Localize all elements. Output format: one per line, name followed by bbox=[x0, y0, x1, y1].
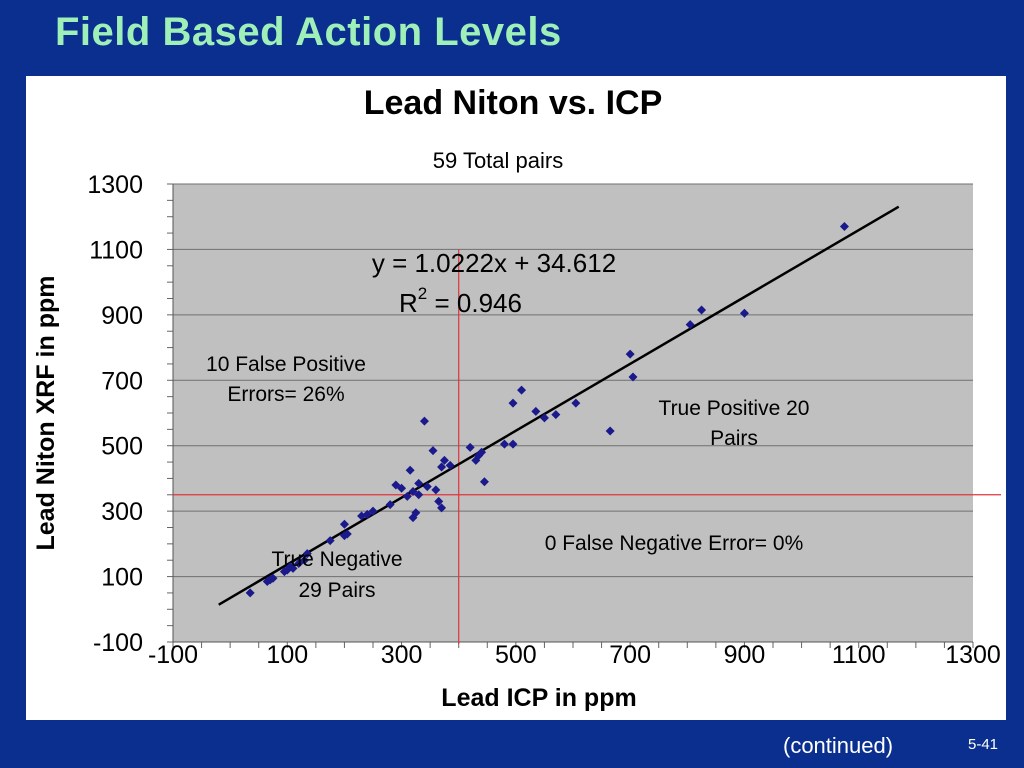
data-point bbox=[479, 477, 489, 487]
r2-prefix: R bbox=[399, 288, 418, 318]
x-tick-label: 700 bbox=[609, 641, 651, 669]
annotation-false-negative: 0 False Negative Error= 0% bbox=[545, 532, 804, 555]
data-point bbox=[428, 446, 438, 456]
data-point bbox=[739, 308, 749, 318]
chart-title: Lead Niton vs. ICP bbox=[364, 84, 663, 122]
data-point bbox=[508, 398, 518, 408]
data-point bbox=[477, 447, 487, 457]
data-point bbox=[299, 555, 309, 565]
data-point bbox=[465, 442, 475, 452]
data-point bbox=[508, 439, 518, 449]
action-level-lines bbox=[173, 249, 1001, 644]
slide-title: Field Based Action Levels bbox=[55, 10, 562, 54]
data-point bbox=[605, 426, 615, 436]
continued-label: (continued) bbox=[783, 733, 894, 758]
r-squared-label: R2 = 0.946 bbox=[399, 284, 522, 318]
data-point bbox=[411, 508, 421, 518]
x-tick-label: 1300 bbox=[945, 641, 1001, 669]
data-point bbox=[402, 491, 412, 501]
y-tick-label: 300 bbox=[101, 498, 143, 526]
y-axis-label: Lead Niton XRF in ppm bbox=[32, 276, 60, 551]
y-tick-label: 1300 bbox=[87, 171, 143, 199]
y-tick-label: 700 bbox=[101, 367, 143, 395]
data-point bbox=[571, 398, 581, 408]
annotation-true-positive-line1: True Positive 20 bbox=[659, 397, 810, 420]
data-point bbox=[434, 496, 444, 506]
data-point bbox=[385, 500, 395, 510]
data-point bbox=[245, 588, 255, 598]
trendline-equation: y = 1.0222x + 34.612 bbox=[372, 248, 616, 278]
y-tick-label: 900 bbox=[101, 302, 143, 330]
data-point bbox=[437, 462, 447, 472]
r2-value: = 0.946 bbox=[427, 288, 522, 318]
data-point bbox=[539, 413, 549, 423]
y-tick-label: 500 bbox=[101, 433, 143, 461]
data-point bbox=[339, 519, 349, 529]
data-point bbox=[551, 410, 561, 420]
annotation-false-positive-line2: Errors= 26% bbox=[227, 383, 344, 406]
data-point bbox=[445, 460, 455, 470]
data-point bbox=[414, 478, 424, 488]
plot-area bbox=[173, 184, 973, 642]
data-point bbox=[531, 406, 541, 416]
data-point bbox=[342, 529, 352, 539]
data-point bbox=[697, 305, 707, 315]
chart-panel: Lead Niton vs. ICP 59 Total pairs 1300 11… bbox=[26, 76, 1006, 720]
data-point bbox=[499, 439, 509, 449]
x-tick-label: 900 bbox=[724, 641, 766, 669]
tick-labels: 1300 1100 900 700 500 300 100 -100 -100 100 300 500… bbox=[87, 171, 1000, 669]
data-point bbox=[405, 465, 415, 475]
data-point bbox=[628, 372, 638, 382]
data-point bbox=[268, 573, 278, 583]
x-tick-label: -100 bbox=[148, 641, 198, 669]
data-point bbox=[288, 563, 298, 573]
axes bbox=[167, 183, 974, 648]
x-axis-label: Lead ICP in ppm bbox=[441, 684, 636, 712]
page-number: 5-41 bbox=[968, 736, 999, 753]
data-point bbox=[419, 416, 429, 426]
chart-subtitle: 59 Total pairs bbox=[433, 148, 563, 173]
data-point bbox=[431, 485, 441, 495]
data-point bbox=[368, 506, 378, 516]
x-tick-label: 100 bbox=[266, 641, 308, 669]
data-point bbox=[685, 320, 695, 330]
data-point bbox=[414, 490, 424, 500]
data-point bbox=[517, 385, 527, 395]
annotation-false-positive-line1: 10 False Positive bbox=[206, 353, 366, 376]
data-point bbox=[325, 536, 335, 546]
annotation-true-negative-line1: True Negative bbox=[271, 548, 402, 571]
data-point bbox=[625, 349, 635, 359]
data-point bbox=[397, 483, 407, 493]
data-points bbox=[245, 222, 849, 598]
data-point bbox=[422, 482, 432, 492]
y-tick-label: 100 bbox=[101, 564, 143, 592]
data-point bbox=[439, 455, 449, 465]
y-tick-label: -100 bbox=[93, 629, 143, 657]
x-tick-label: 500 bbox=[495, 641, 537, 669]
annotation-true-positive-line2: Pairs bbox=[710, 427, 758, 450]
scatter-chart: Lead Niton vs. ICP 59 Total pairs 1300 11… bbox=[32, 84, 1001, 712]
data-point bbox=[408, 513, 418, 523]
data-point bbox=[839, 222, 849, 232]
data-point bbox=[437, 503, 447, 513]
r2-superscript: 2 bbox=[418, 284, 427, 303]
annotation-true-negative-line2: 29 Pairs bbox=[298, 579, 375, 602]
x-tick-label: 300 bbox=[381, 641, 423, 669]
x-tick-label: 1100 bbox=[832, 641, 886, 669]
data-point bbox=[302, 549, 312, 559]
y-tick-label: 1100 bbox=[89, 236, 143, 264]
